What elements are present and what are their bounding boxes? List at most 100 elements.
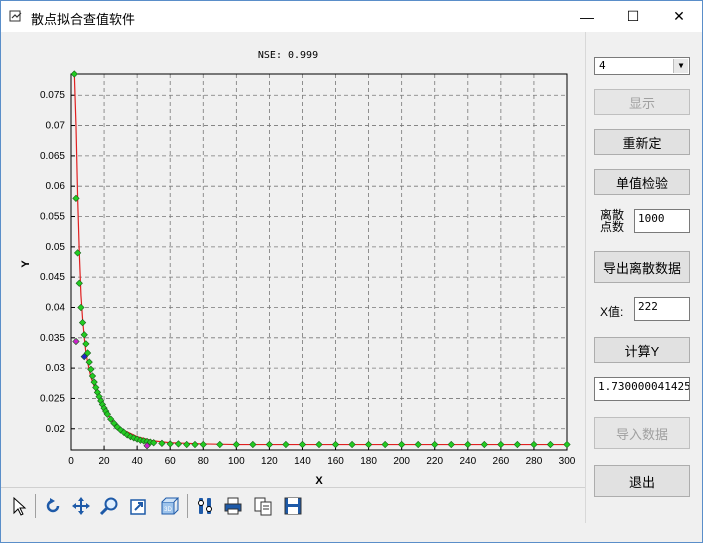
y-tick-label: 0.045	[40, 272, 65, 283]
panel-divider	[585, 32, 586, 523]
data-point-marker	[298, 440, 307, 449]
data-point-marker	[480, 440, 488, 449]
x-axis: 0 20 40 60 80 100 120 140 160 180 200 220 240 260 280 3…	[68, 446, 576, 467]
rotate-icon	[46, 498, 60, 513]
data-point-marker	[183, 440, 191, 449]
copy-button[interactable]	[251, 494, 275, 518]
data-point-marker	[85, 358, 93, 366]
x-value-input[interactable]: 222	[634, 297, 690, 321]
pointer-tool-button[interactable]	[7, 494, 31, 518]
data-point-marker	[447, 440, 455, 449]
data-point-marker	[191, 440, 199, 449]
x-tick-label: 140	[294, 456, 311, 467]
x-tick-label: 40	[132, 456, 144, 467]
discrete-points-input[interactable]: 1000	[634, 209, 690, 233]
result-output[interactable]: 1.730000041425	[594, 377, 690, 401]
data-point-marker	[83, 349, 92, 357]
rotate-tool-button[interactable]	[41, 494, 65, 518]
export-image-button[interactable]	[127, 494, 151, 518]
scatter-chart[interactable]: NSE: 0.999 0 20 40 60 80 100 120 140 160 180 200 22…	[1, 32, 585, 487]
data-point-marker	[513, 440, 522, 449]
pan-tool-button[interactable]	[69, 494, 93, 518]
minimize-button[interactable]: —	[564, 1, 610, 32]
data-point-marker	[166, 440, 174, 448]
chart-grid	[71, 74, 567, 450]
toolbar-separator	[187, 494, 188, 518]
discrete-points-value: 1000	[638, 212, 665, 225]
x-tick-label: 120	[261, 456, 278, 467]
data-point-marker	[216, 440, 224, 449]
y-tick-label: 0.035	[40, 333, 65, 344]
data-point-marker	[381, 440, 389, 449]
toolbar-separator	[35, 494, 36, 518]
data-point-marker	[78, 319, 87, 327]
result-value: 1.730000041425	[598, 380, 690, 393]
reset-button[interactable]: 重新定	[594, 129, 690, 155]
print-icon	[224, 497, 242, 515]
show-button[interactable]: 显示	[594, 89, 690, 115]
calculate-y-button[interactable]: 计算Y	[594, 337, 690, 363]
degree-select[interactable]: 4 ▼	[594, 57, 690, 75]
export-discrete-button-label: 导出离散数据	[602, 260, 681, 276]
fit-curve-line	[73, 73, 567, 446]
close-button[interactable]: ✕	[656, 1, 702, 32]
y-tick-label: 0.075	[40, 90, 65, 101]
settings-icon	[198, 498, 212, 514]
data-point-marker	[431, 440, 439, 449]
single-check-button[interactable]: 单值检验	[594, 169, 690, 195]
maximize-button[interactable]: ☐	[610, 1, 656, 32]
data-point-marker	[143, 442, 151, 450]
exit-button-label: 退出	[628, 474, 655, 490]
discrete-label-line1: 离散	[600, 208, 625, 222]
save-button[interactable]	[281, 494, 305, 518]
x-tick-label: 20	[99, 456, 111, 467]
data-point-marker	[546, 440, 555, 449]
degree-select-value: 4	[599, 59, 606, 72]
data-point-marker	[563, 440, 571, 449]
data-point-marker	[348, 440, 356, 449]
discrete-label-line2: 点数	[600, 220, 625, 234]
3d-view-button[interactable]: 3D	[157, 494, 181, 518]
title-bar: 散点拟合查值软件 — ☐ ✕	[1, 1, 702, 32]
pointer-icon	[13, 496, 27, 516]
x-tick-label: 100	[228, 456, 245, 467]
settings-button[interactable]	[193, 494, 217, 518]
print-button[interactable]	[221, 494, 245, 518]
data-point-marker	[75, 279, 83, 287]
reset-button-label: 重新定	[622, 135, 662, 151]
maximize-icon: ☐	[626, 8, 640, 24]
data-point-marker	[70, 70, 78, 78]
y-tick-label: 0.065	[40, 151, 65, 162]
x-tick-label: 300	[559, 456, 576, 467]
3d-view-icon: 3D	[161, 497, 179, 515]
close-icon: ✕	[673, 8, 685, 24]
chevron-down-icon[interactable]: ▼	[673, 59, 688, 73]
data-point-marker	[77, 303, 85, 312]
import-data-button[interactable]: 导入数据	[594, 417, 690, 449]
y-axis: 0.02 0.025 0.03 0.035 0.04 0.045 0.05 0.055 0.06…	[40, 90, 75, 435]
data-point-marker	[72, 337, 80, 346]
import-data-button-label: 导入数据	[615, 426, 668, 442]
x-tick-label: 0	[68, 456, 74, 467]
y-tick-label: 0.06	[46, 181, 66, 192]
data-point-marker	[265, 440, 274, 449]
exit-button[interactable]: 退出	[594, 465, 690, 497]
x-tick-label: 220	[426, 456, 443, 467]
chart-title: NSE: 0.999	[258, 50, 318, 61]
x-tick-label: 160	[327, 456, 344, 467]
plot-area[interactable]: NSE: 0.999 0 20 40 60 80 100 120 140 160 180 200 22…	[1, 32, 585, 487]
data-point-marker	[158, 439, 166, 447]
x-tick-label: 80	[198, 456, 210, 467]
export-discrete-button[interactable]: 导出离散数据	[594, 251, 690, 283]
x-value-label: X值:	[600, 305, 624, 319]
plot-frame	[70, 73, 568, 451]
zoom-tool-button[interactable]	[97, 494, 121, 518]
x-tick-label: 200	[393, 456, 410, 467]
data-point-marker	[90, 378, 98, 386]
x-tick-label: 240	[459, 456, 476, 467]
single-check-button-label: 单值检验	[615, 175, 668, 191]
data-point-marker	[282, 440, 290, 449]
y-tick-label: 0.07	[46, 121, 66, 132]
data-point-marker	[331, 440, 340, 449]
